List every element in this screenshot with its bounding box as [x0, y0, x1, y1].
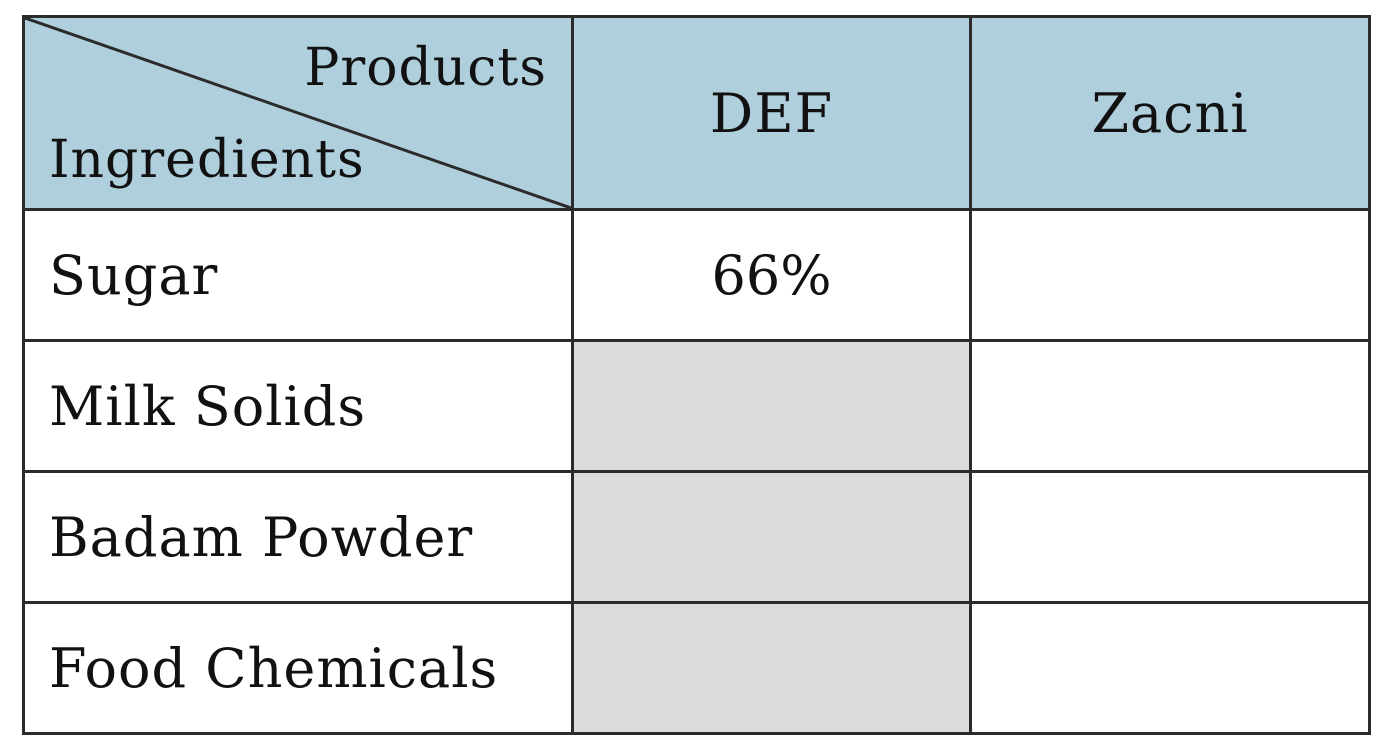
cell-milk-solids-zacni	[969, 339, 1371, 473]
cell-badam-powder-zacni	[969, 470, 1371, 604]
ingredients-table-wrapper: Products Ingredients DEF Zacni Sugar 66%…	[22, 15, 1371, 735]
table-row: Food Chemicals	[22, 601, 1371, 735]
corner-header-cell: Products Ingredients	[22, 15, 574, 211]
row-label-food-chemicals: Food Chemicals	[22, 601, 574, 735]
cell-sugar-zacni	[969, 208, 1371, 342]
corner-column-header-label: Products	[304, 38, 547, 98]
table-row: Badam Powder	[22, 470, 1371, 604]
row-label-badam-powder: Badam Powder	[22, 470, 574, 604]
table-row: Sugar 66%	[22, 208, 1371, 342]
table-row: Milk Solids	[22, 339, 1371, 473]
cell-food-chemicals-zacni	[969, 601, 1371, 735]
cell-badam-powder-def	[571, 470, 972, 604]
header-row: Products Ingredients DEF Zacni	[22, 15, 1371, 211]
cell-food-chemicals-def	[571, 601, 972, 735]
corner-row-header-label: Ingredients	[49, 130, 365, 190]
ingredients-table: Products Ingredients DEF Zacni Sugar 66%…	[22, 15, 1371, 735]
cell-sugar-def: 66%	[571, 208, 972, 342]
row-label-sugar: Sugar	[22, 208, 574, 342]
column-header-def: DEF	[571, 15, 972, 211]
cell-milk-solids-def	[571, 339, 972, 473]
diagonal-divider-line	[26, 19, 570, 207]
row-label-milk-solids: Milk Solids	[22, 339, 574, 473]
column-header-zacni: Zacni	[969, 15, 1371, 211]
